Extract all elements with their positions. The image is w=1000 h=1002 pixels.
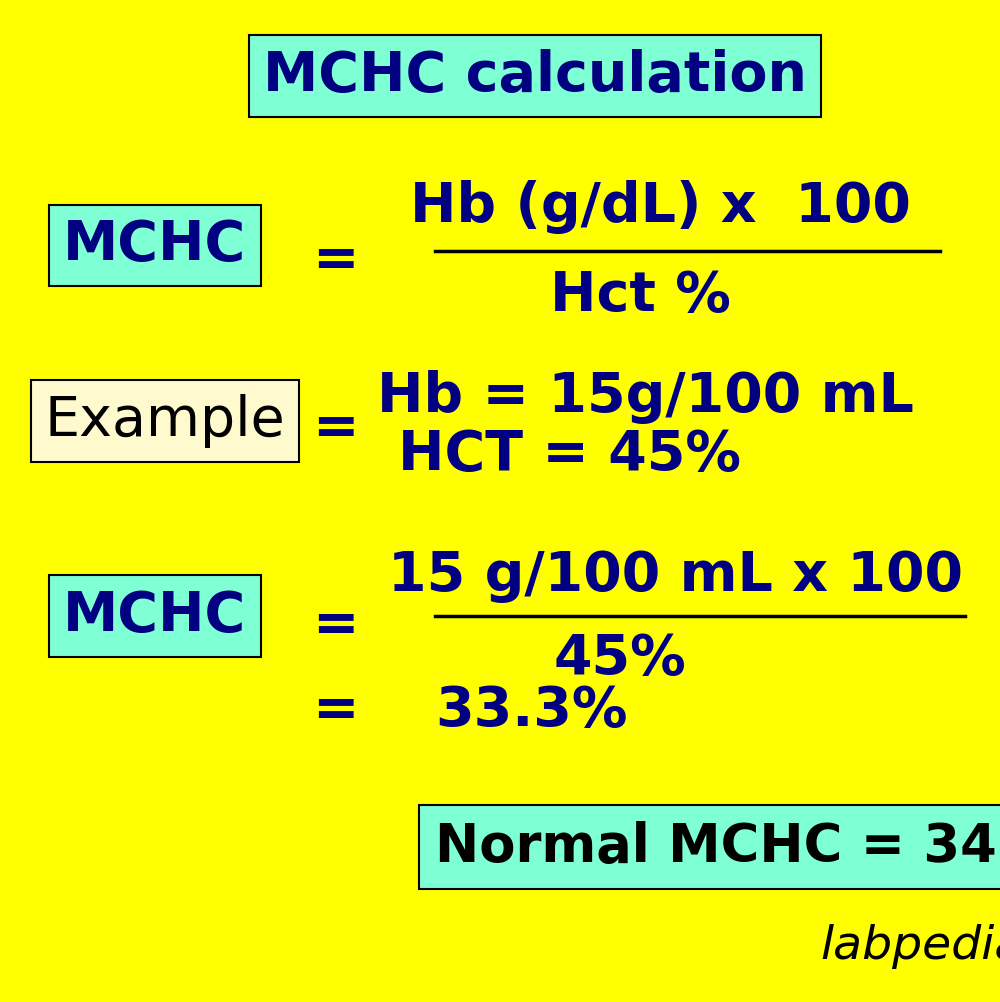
Text: MCHC: MCHC	[63, 218, 247, 273]
Text: 45%: 45%	[554, 632, 686, 686]
Text: MCHC calculation: MCHC calculation	[263, 49, 807, 103]
Text: =: =	[312, 402, 358, 456]
Text: =: =	[312, 233, 358, 288]
Text: Example: Example	[45, 394, 285, 448]
Text: Hct %: Hct %	[550, 269, 730, 323]
Text: Hb (g/dL) x  100: Hb (g/dL) x 100	[410, 180, 910, 234]
Text: 33.3%: 33.3%	[435, 684, 628, 738]
Text: Hb = 15g/100 mL: Hb = 15g/100 mL	[377, 370, 913, 424]
Text: HCT = 45%: HCT = 45%	[398, 428, 742, 482]
Text: Normal MCHC = 34±2%: Normal MCHC = 34±2%	[435, 821, 1000, 873]
Text: =: =	[312, 684, 358, 738]
Text: MCHC: MCHC	[63, 589, 247, 643]
Text: 15 g/100 mL x 100: 15 g/100 mL x 100	[388, 549, 962, 603]
Text: labpedia.net: labpedia.net	[820, 925, 1000, 969]
Text: =: =	[312, 599, 358, 653]
